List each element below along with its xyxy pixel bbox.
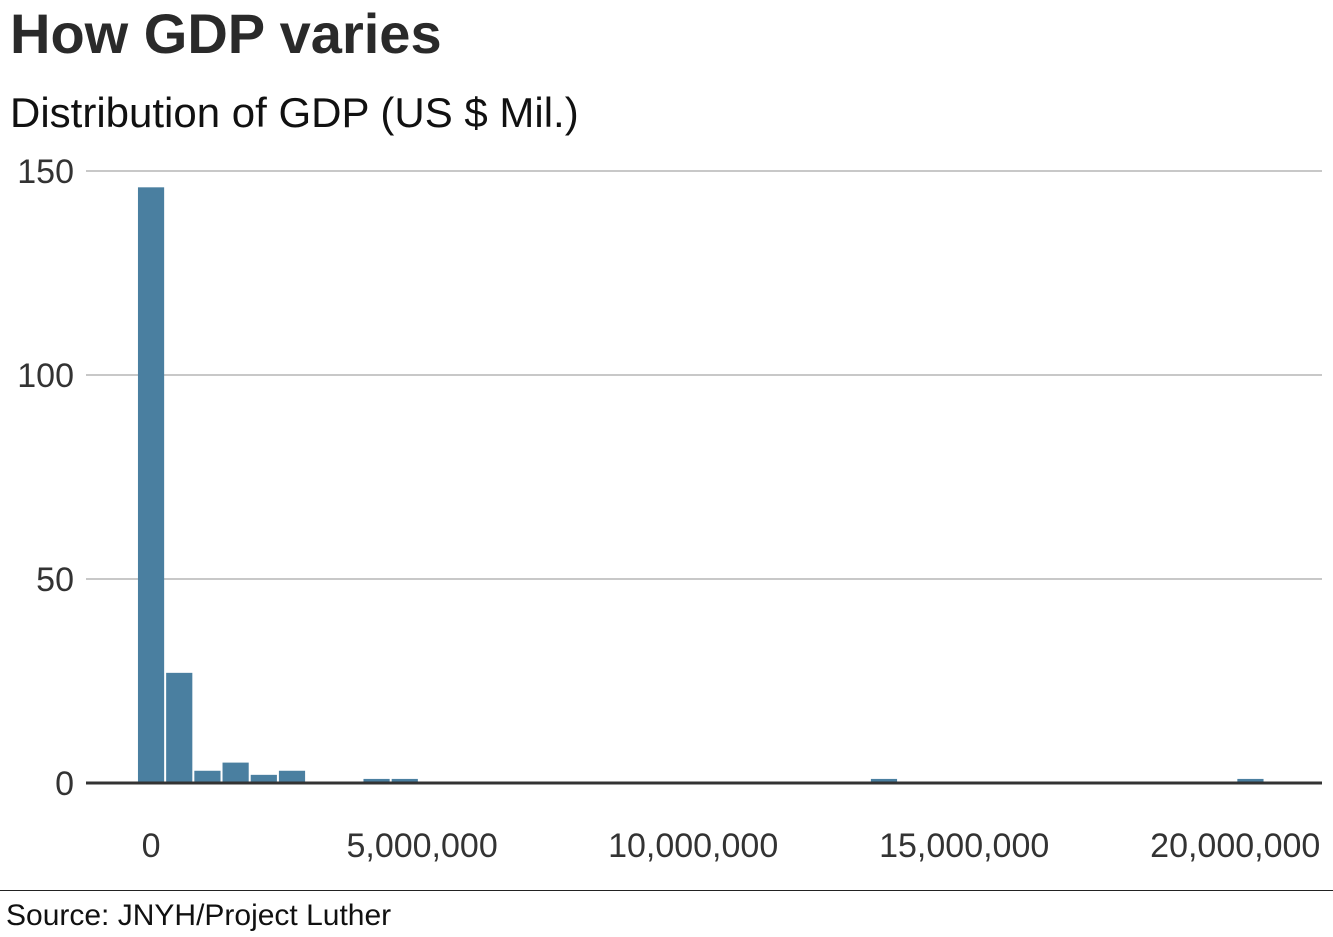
histogram-bar bbox=[194, 770, 221, 783]
x-tick-label: 20,000,000 bbox=[1150, 827, 1320, 865]
footer-divider bbox=[0, 890, 1333, 891]
histogram-bar bbox=[166, 672, 193, 783]
x-tick-label: 0 bbox=[142, 827, 161, 865]
source-note: Source: JNYH/Project Luther bbox=[6, 899, 392, 932]
x-axis-tick-labels: 0 5,000,000 10,000,000 15,000,000 20,000,000 bbox=[142, 827, 1321, 865]
gridlines bbox=[86, 170, 1322, 580]
chart-subtitle: Distribution of GDP (US $ Mil.) bbox=[10, 89, 579, 136]
y-tick-label: 0 bbox=[55, 765, 74, 803]
y-tick-label: 50 bbox=[36, 561, 74, 599]
histogram-bar bbox=[391, 778, 418, 783]
histogram-bar bbox=[870, 778, 898, 783]
x-tick-label: 10,000,000 bbox=[608, 827, 778, 865]
y-tick-label: 100 bbox=[17, 357, 74, 395]
x-tick-label: 15,000,000 bbox=[879, 827, 1049, 865]
y-axis-tick-labels: 0 50 100 150 bbox=[17, 153, 74, 803]
x-tick-label: 5,000,000 bbox=[346, 827, 497, 865]
histogram-bar bbox=[278, 770, 306, 783]
histogram-bar bbox=[363, 778, 390, 783]
histogram-bar bbox=[222, 762, 249, 783]
chart-title: How GDP varies bbox=[10, 2, 442, 65]
histogram-bar bbox=[1237, 778, 1264, 783]
gdp-histogram: 0 50 100 150 0 5,000,000 10,000,000 15,000,000… bbox=[17, 153, 1322, 865]
histogram-bars bbox=[137, 187, 1264, 783]
histogram-bar bbox=[137, 187, 165, 783]
y-tick-label: 150 bbox=[17, 153, 74, 191]
histogram-bar bbox=[250, 774, 277, 783]
